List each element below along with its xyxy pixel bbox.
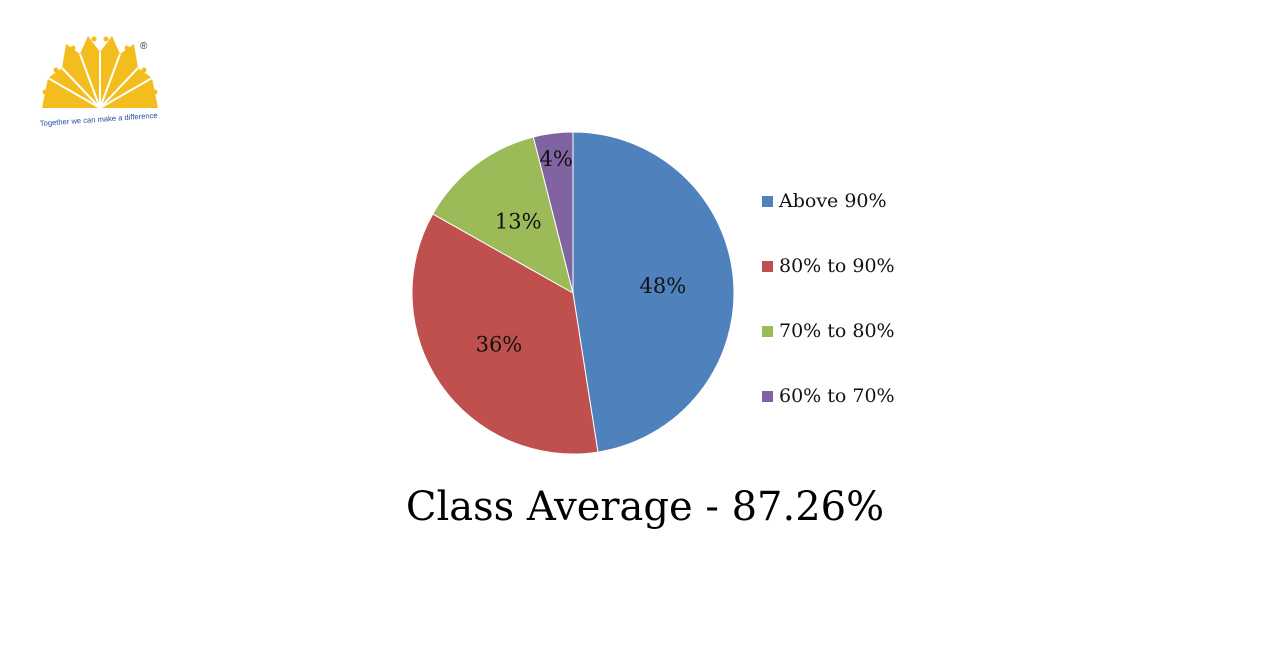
- sun-logo: ® Together we can make a difference: [40, 36, 158, 128]
- registered-mark: ®: [140, 41, 148, 52]
- legend-swatch-3: [762, 390, 773, 402]
- pie-slice-2: [432, 136, 574, 295]
- class-average-caption: Class Average - 87.26%: [405, 484, 885, 530]
- pie-slice-label-3: 4%: [540, 147, 573, 171]
- legend-item-0: Above 90%: [762, 188, 887, 214]
- legend-swatch-2: [762, 325, 773, 337]
- legend-item-3: 60% to 70%: [762, 383, 895, 409]
- legend-item-1: 80% to 90%: [762, 253, 895, 279]
- pie-slice-3: [532, 131, 574, 294]
- pie-slice-label-2: 13%: [495, 209, 542, 233]
- legend-label-2: 70% to 80%: [779, 320, 895, 342]
- legend-item-2: 70% to 80%: [762, 318, 895, 344]
- legend-label-1: 80% to 90%: [779, 255, 895, 277]
- sun-icon: [42, 36, 158, 109]
- pie-slices: [411, 131, 735, 455]
- pie-slice-label-1: 36%: [476, 332, 523, 356]
- legend-label-0: Above 90%: [779, 190, 887, 212]
- pie-slice-label-0: 48%: [640, 274, 687, 298]
- legend-swatch-0: [762, 195, 773, 207]
- pie-labels: 48% 36% 13% 4%: [476, 147, 687, 357]
- pie-slice-0: [572, 131, 735, 453]
- legend-swatch-1: [762, 260, 773, 272]
- pie-slice-1: [411, 213, 599, 455]
- legend-label-3: 60% to 70%: [779, 385, 895, 407]
